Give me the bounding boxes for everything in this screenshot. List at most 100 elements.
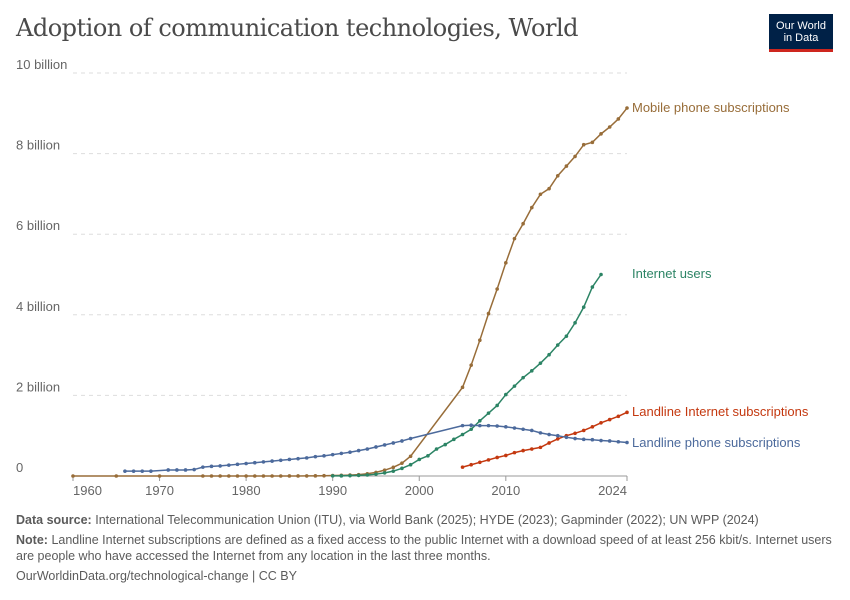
data-point	[547, 186, 551, 191]
logo-line2: in Data	[783, 32, 819, 44]
data-point	[512, 384, 517, 388]
data-point	[564, 435, 569, 440]
data-point	[547, 352, 551, 357]
data-point	[504, 425, 508, 429]
data-point	[426, 454, 430, 458]
data-point	[581, 428, 586, 433]
data-point	[616, 414, 621, 419]
data-point	[573, 436, 577, 441]
data-point	[529, 447, 534, 451]
data-point	[452, 437, 456, 442]
data-point	[391, 441, 396, 445]
data-point	[512, 426, 517, 430]
data-point	[391, 465, 396, 470]
data-point	[382, 471, 387, 475]
data-point	[590, 425, 595, 429]
data-point	[365, 447, 370, 451]
data-point	[218, 464, 222, 468]
data-point	[175, 468, 179, 472]
data-point	[625, 440, 629, 445]
data-point	[304, 456, 309, 460]
data-point	[348, 473, 352, 478]
y-tick-label: 6 billion	[16, 218, 60, 233]
data-point	[538, 192, 543, 197]
data-point	[504, 261, 508, 265]
data-point	[235, 462, 240, 467]
data-point	[330, 474, 335, 478]
data-point	[374, 472, 378, 476]
data-point	[469, 427, 473, 432]
data-point	[252, 460, 257, 465]
data-point	[382, 468, 387, 472]
data-point	[504, 453, 508, 458]
x-tick-label: 1970	[145, 483, 174, 498]
data-point	[114, 474, 119, 478]
note-label: Note:	[16, 533, 48, 547]
data-point	[209, 474, 214, 478]
data-point	[270, 459, 274, 463]
x-tick-label: 1980	[232, 483, 261, 498]
data-point	[278, 474, 283, 478]
data-point	[599, 132, 603, 136]
data-point	[460, 385, 465, 390]
data-point	[460, 423, 465, 428]
data-point	[157, 474, 162, 478]
data-point	[599, 438, 603, 443]
data-point	[400, 439, 404, 443]
y-tick-label: 2 billion	[16, 379, 60, 394]
data-point	[581, 437, 586, 442]
data-point	[486, 458, 491, 462]
data-point	[625, 106, 629, 110]
owid-logo[interactable]: Our World in Data	[769, 14, 833, 52]
data-point	[270, 474, 274, 478]
data-point	[478, 460, 482, 465]
chart-title: Adoption of communication technologies, …	[16, 14, 579, 42]
data-point	[607, 125, 612, 129]
data-point	[590, 437, 595, 442]
data-point	[131, 469, 136, 473]
data-point	[495, 403, 499, 408]
data-point	[555, 173, 560, 178]
data-source: International Telecommunication Union (I…	[95, 513, 759, 527]
data-point	[166, 468, 171, 472]
data-point	[512, 450, 517, 455]
data-point	[287, 474, 292, 478]
data-point	[555, 437, 560, 441]
data-point	[581, 142, 586, 147]
data-point	[529, 205, 534, 210]
footer: Data source: International Telecommunica…	[16, 512, 836, 584]
data-point	[538, 431, 543, 435]
data-point	[391, 469, 396, 473]
y-tick-label: 0	[16, 460, 23, 475]
data-point	[400, 466, 404, 471]
data-point	[547, 441, 551, 445]
data-point	[590, 140, 595, 145]
data-point	[521, 448, 525, 453]
data-point	[339, 451, 344, 456]
data-point	[149, 469, 153, 473]
data-point	[486, 423, 491, 428]
x-tick-label: 2010	[491, 483, 520, 498]
y-tick-label: 4 billion	[16, 299, 60, 314]
data-point	[486, 411, 491, 415]
data-point	[555, 433, 560, 438]
data-point	[607, 439, 612, 443]
data-point	[434, 447, 439, 451]
data-point	[209, 464, 214, 469]
footer-url[interactable]: OurWorldinData.org/technological-change …	[16, 569, 297, 583]
data-point	[564, 164, 569, 168]
data-point	[529, 369, 534, 373]
data-point	[521, 221, 525, 226]
data-point	[443, 442, 448, 447]
y-tick-label: 8 billion	[16, 138, 60, 153]
data-point	[218, 474, 222, 478]
data-point	[348, 450, 352, 455]
data-point	[469, 423, 473, 428]
data-point	[296, 474, 300, 478]
data-point	[573, 154, 577, 159]
data-point	[330, 452, 335, 457]
data-point	[599, 272, 603, 277]
data-point	[417, 457, 422, 462]
data-point	[244, 461, 248, 466]
